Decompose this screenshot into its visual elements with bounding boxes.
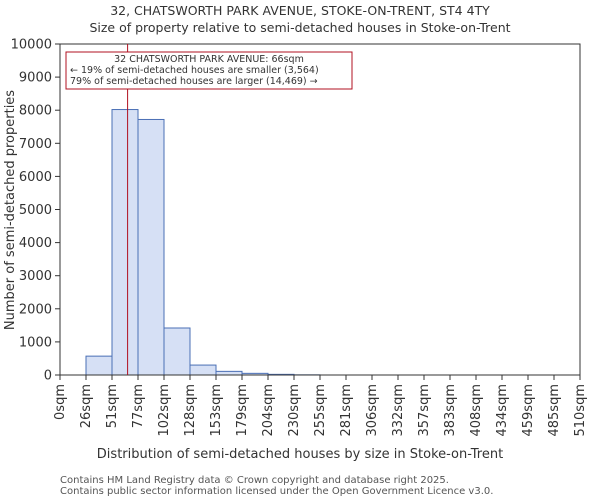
x-tick-label: 51sqm	[105, 384, 120, 428]
x-tick-label: 77sqm	[131, 384, 146, 428]
y-tick-label: 1000	[19, 335, 52, 350]
annotation-line-2: ← 19% of semi-detached houses are smalle…	[70, 65, 319, 76]
annotation-box: 32 CHATSWORTH PARK AVENUE: 66sqm ← 19% o…	[66, 52, 352, 89]
y-axis-label: Number of semi-detached properties	[3, 90, 18, 330]
bar	[86, 356, 112, 375]
x-tick-label: 102sqm	[157, 384, 172, 437]
x-tick-label: 485sqm	[547, 384, 562, 437]
x-tick-label: 306sqm	[365, 384, 380, 437]
bar	[138, 119, 164, 375]
y-tick-label: 0	[44, 369, 52, 384]
chart-subtitle: Size of property relative to semi-detach…	[89, 20, 510, 35]
x-tick-label: 357sqm	[417, 384, 432, 437]
bar	[112, 110, 138, 375]
x-tick-label: 230sqm	[287, 384, 302, 437]
x-tick-label: 281sqm	[339, 384, 354, 437]
x-axis-ticks: 0sqm 26sqm 51sqm 77sqm 102sqm 128sqm 153sqm 179…	[53, 375, 588, 437]
footer-line-2: Contains public sector information licen…	[60, 486, 493, 497]
x-tick-label: 26sqm	[79, 384, 94, 428]
x-tick-label: 179sqm	[235, 384, 250, 437]
y-tick-label: 5000	[19, 203, 52, 218]
x-tick-label: 0sqm	[53, 384, 68, 420]
footer-line-1: Contains HM Land Registry data © Crown c…	[60, 475, 449, 486]
y-tick-label: 7000	[19, 137, 52, 152]
x-tick-label: 204sqm	[261, 384, 276, 437]
x-tick-label: 459sqm	[521, 384, 536, 437]
chart-title: 32, CHATSWORTH PARK AVENUE, STOKE-ON-TRE…	[110, 3, 490, 18]
x-axis-label: Distribution of semi-detached houses by …	[97, 447, 503, 462]
x-tick-label: 408sqm	[469, 384, 484, 437]
y-tick-label: 3000	[19, 269, 52, 284]
x-tick-label: 510sqm	[573, 384, 588, 437]
bar	[164, 328, 190, 375]
x-tick-label: 128sqm	[183, 384, 198, 437]
x-tick-label: 434sqm	[495, 384, 510, 437]
y-tick-label: 4000	[19, 236, 52, 251]
y-tick-label: 8000	[19, 104, 52, 119]
annotation-line-3: 79% of semi-detached houses are larger (…	[70, 76, 318, 87]
x-tick-label: 255sqm	[313, 384, 328, 437]
y-tick-label: 2000	[19, 302, 52, 317]
x-tick-label: 332sqm	[391, 384, 406, 437]
bar	[190, 365, 216, 375]
y-tick-label: 10000	[11, 38, 52, 53]
y-tick-label: 6000	[19, 170, 52, 185]
annotation-line-1: 32 CHATSWORTH PARK AVENUE: 66sqm	[114, 54, 304, 65]
y-tick-label: 9000	[19, 71, 52, 86]
x-tick-label: 383sqm	[443, 384, 458, 437]
bar	[216, 371, 242, 375]
x-tick-label: 153sqm	[209, 384, 224, 437]
